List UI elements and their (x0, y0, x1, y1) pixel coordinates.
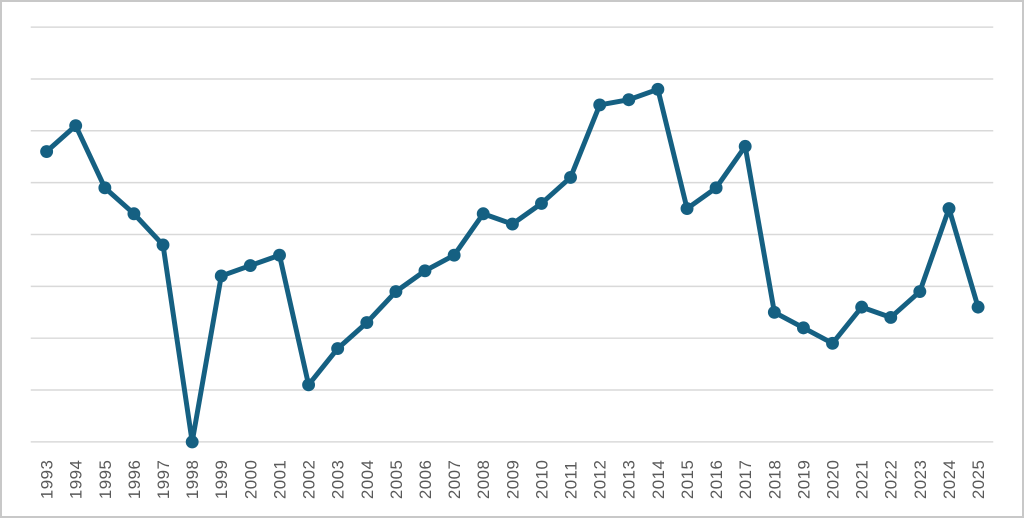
data-point-marker (767, 305, 781, 319)
x-axis-tick-label: 2014 (649, 460, 668, 500)
data-point-marker (622, 93, 636, 107)
data-point-marker (942, 202, 956, 216)
data-point-marker (971, 300, 985, 314)
x-axis-tick-label: 2025 (969, 460, 988, 500)
data-point-marker (331, 342, 345, 356)
x-axis-tick-label: 2023 (911, 460, 930, 500)
data-point-marker (651, 82, 665, 96)
data-point-marker (40, 145, 54, 158)
x-axis-tick-label: 2000 (241, 460, 260, 500)
x-axis-tick-label: 2005 (387, 460, 406, 500)
trend-line (44, 86, 981, 445)
x-axis-tick-label: 1994 (67, 460, 86, 500)
data-point-marker (127, 207, 141, 221)
data-point-marker (505, 217, 519, 231)
data-point-marker (418, 264, 432, 278)
data-point-marker (913, 285, 927, 298)
x-axis-tick-label: 2019 (794, 460, 813, 500)
x-axis-labels-group: 1993 1994 1995 1996 1997 1998 1999 2000 2001 2002… (38, 460, 988, 500)
x-axis-tick-label: 1998 (183, 460, 202, 500)
data-point-marker (156, 238, 170, 252)
gridlines-group (30, 26, 994, 443)
data-point-marker (826, 336, 839, 350)
data-point-marker (796, 321, 810, 335)
data-point-marker (243, 259, 257, 272)
x-axis-tick-label: 1995 (96, 460, 115, 500)
data-point-marker (185, 435, 199, 449)
data-point-marker (709, 181, 723, 195)
data-point-marker (476, 207, 490, 221)
x-axis-tick-label: 2002 (300, 460, 319, 500)
data-point-marker (98, 181, 112, 195)
x-axis-tick-label: 2015 (678, 460, 697, 500)
x-axis-tick-label: 2020 (823, 460, 842, 500)
data-point-marker (564, 170, 577, 184)
series-group (40, 82, 985, 449)
x-axis-tick-label: 2010 (532, 460, 551, 500)
x-axis-tick-label: 2003 (329, 460, 348, 500)
data-point-marker (884, 310, 898, 324)
x-axis-tick-label: 1997 (154, 460, 173, 500)
data-point-marker (69, 119, 83, 133)
x-axis-tick-label: 1993 (38, 460, 57, 500)
data-point-marker (855, 300, 869, 314)
data-point-marker (389, 285, 403, 298)
data-point-marker (680, 202, 694, 216)
x-axis-tick-label: 2006 (416, 460, 435, 500)
x-axis-tick-label: 2007 (445, 460, 464, 500)
x-axis-tick-label: 2001 (270, 460, 289, 500)
x-axis-tick-label: 2013 (620, 460, 639, 500)
x-axis-tick-label: 2008 (474, 460, 493, 500)
data-point-marker (302, 378, 316, 392)
x-axis-tick-label: 2009 (503, 460, 522, 500)
x-axis-tick-label: 2011 (561, 461, 580, 499)
x-axis-tick-label: 2024 (940, 460, 959, 500)
x-axis-tick-label: 1996 (125, 460, 144, 500)
x-axis-tick-label: 2004 (358, 460, 377, 500)
x-axis-tick-label: 2022 (882, 460, 901, 500)
data-point-marker (214, 269, 228, 283)
data-point-marker (360, 316, 374, 330)
x-axis-tick-label: 2018 (765, 460, 784, 500)
x-axis-tick-label: 1999 (212, 460, 231, 500)
data-point-marker (447, 248, 461, 262)
x-axis-tick-label: 2017 (736, 460, 755, 500)
x-axis-tick-label: 2012 (591, 460, 610, 500)
data-point-marker (738, 139, 752, 153)
data-point-marker (273, 248, 286, 262)
data-point-marker (593, 98, 607, 112)
x-axis-tick-label: 2021 (853, 460, 872, 500)
x-axis-tick-label: 2016 (707, 460, 726, 500)
data-point-marker (535, 196, 548, 210)
